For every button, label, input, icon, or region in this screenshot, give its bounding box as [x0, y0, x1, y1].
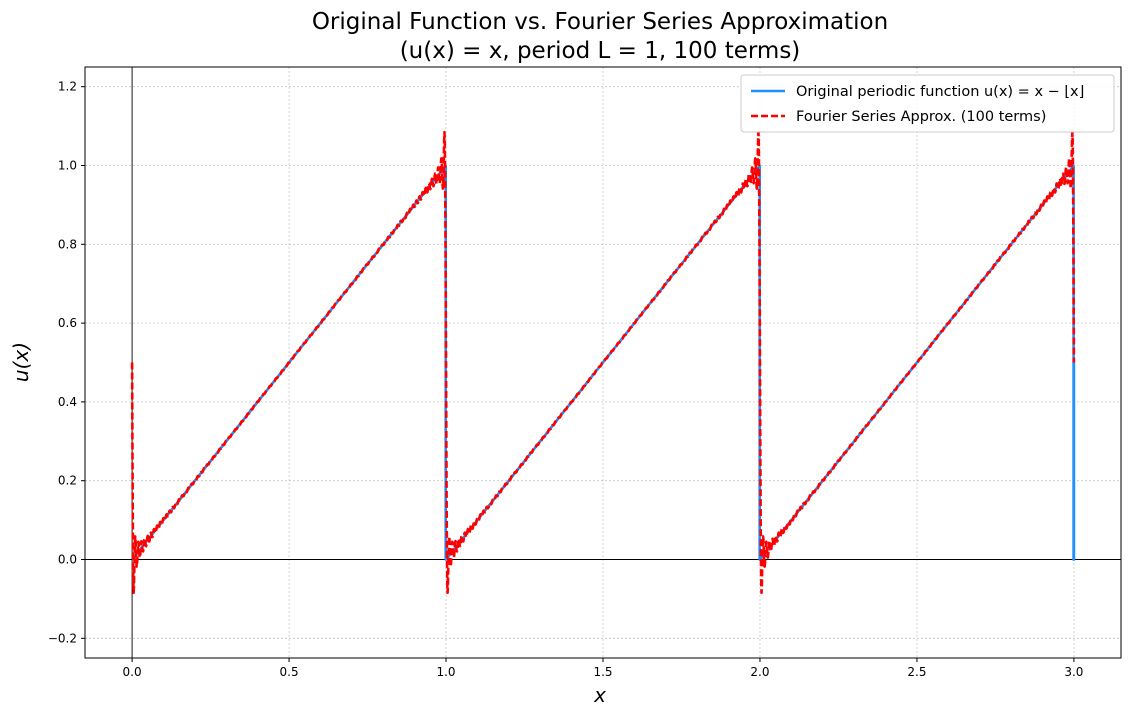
- y-tick-label: 0.8: [58, 237, 77, 251]
- y-tick-label: 0.2: [58, 474, 77, 488]
- y-tick-label: 0.4: [58, 395, 77, 409]
- x-tick-label: 2.0: [750, 665, 769, 679]
- x-tick-label: 0.5: [280, 665, 299, 679]
- x-tick-label: 0.0: [123, 665, 142, 679]
- series-fourier: [130, 130, 1076, 595]
- x-tick-label: 2.5: [907, 665, 926, 679]
- y-tick-label: 0.0: [58, 553, 77, 567]
- x-tick-label: 1.5: [593, 665, 612, 679]
- legend-label-fourier: Fourier Series Approx. (100 terms): [796, 109, 1046, 125]
- y-tick-label: −0.2: [48, 631, 77, 645]
- legend-label-original: Original periodic function u(x) = x − ⌊x…: [796, 84, 1084, 100]
- x-tick-label: 3.0: [1064, 665, 1083, 679]
- y-tick-label: 1.0: [58, 159, 77, 173]
- x-axis-label: x: [593, 683, 606, 707]
- y-tick-label: 1.2: [58, 80, 77, 94]
- y-tick-label: 0.6: [58, 316, 77, 330]
- series: [130, 130, 1076, 595]
- legend-box: [740, 74, 1115, 133]
- legend: Original periodic function u(x) = x − ⌊x…: [740, 74, 1115, 133]
- x-ticks: 0.0 0.5 1.0 1.5 2.0 2.5 3.0: [123, 658, 1083, 679]
- y-ticks: −0.2 0.0 0.2 0.4 0.6 0.8 1.0 1.2: [48, 80, 85, 645]
- chart-title-line1: Original Function vs. Fourier Series App…: [312, 9, 888, 35]
- chart-title-line2: (u(x) = x, period L = 1, 100 terms): [400, 38, 801, 64]
- y-axis-label: u(x): [9, 342, 33, 382]
- x-tick-label: 1.0: [436, 665, 455, 679]
